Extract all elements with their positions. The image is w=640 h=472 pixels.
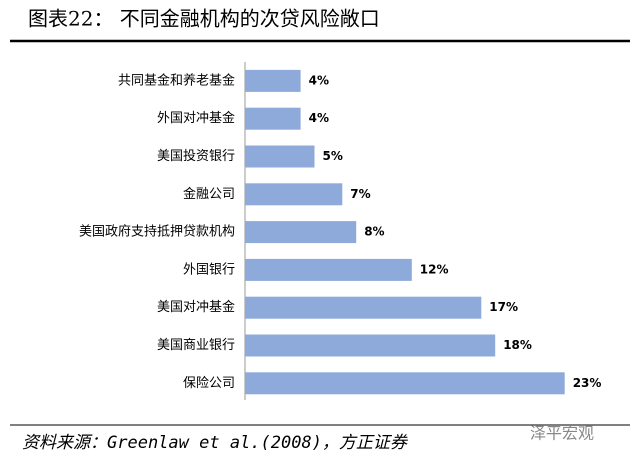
category-label: 金融公司 <box>183 186 235 202</box>
bar <box>245 69 301 92</box>
value-label: 12% <box>420 262 449 276</box>
source-note: 资料来源：Greenlaw et al.(2008)，方正证券 <box>22 433 409 453</box>
category-label: 外国对冲基金 <box>157 110 235 126</box>
value-label: 23% <box>573 376 602 390</box>
value-label: 4% <box>309 73 329 87</box>
bar <box>245 372 565 395</box>
bar <box>245 107 301 130</box>
value-label: 5% <box>323 149 343 163</box>
value-label: 7% <box>350 187 370 201</box>
bar <box>245 258 412 281</box>
chart-title: 图表22： 不同金融机构的次贷风险敞口 <box>28 7 380 31</box>
value-label: 4% <box>309 111 329 125</box>
watermark: 泽平宏观 <box>530 424 594 443</box>
bar <box>245 334 496 357</box>
value-label: 17% <box>489 300 518 314</box>
category-label: 美国政府支持抵押贷款机构 <box>79 225 235 240</box>
category-label: 美国投资银行 <box>157 148 235 164</box>
category-label: 保险公司 <box>183 376 235 391</box>
category-label: 外国银行 <box>183 262 235 277</box>
value-label: 8% <box>364 225 384 239</box>
value-label: 18% <box>503 338 532 352</box>
bar <box>245 145 315 168</box>
category-label: 共同基金和养老基金 <box>118 72 235 88</box>
category-label: 美国对冲基金 <box>157 299 235 315</box>
bar <box>245 183 343 206</box>
bar <box>245 221 357 244</box>
category-label: 美国商业银行 <box>157 338 235 353</box>
bar <box>245 296 482 319</box>
